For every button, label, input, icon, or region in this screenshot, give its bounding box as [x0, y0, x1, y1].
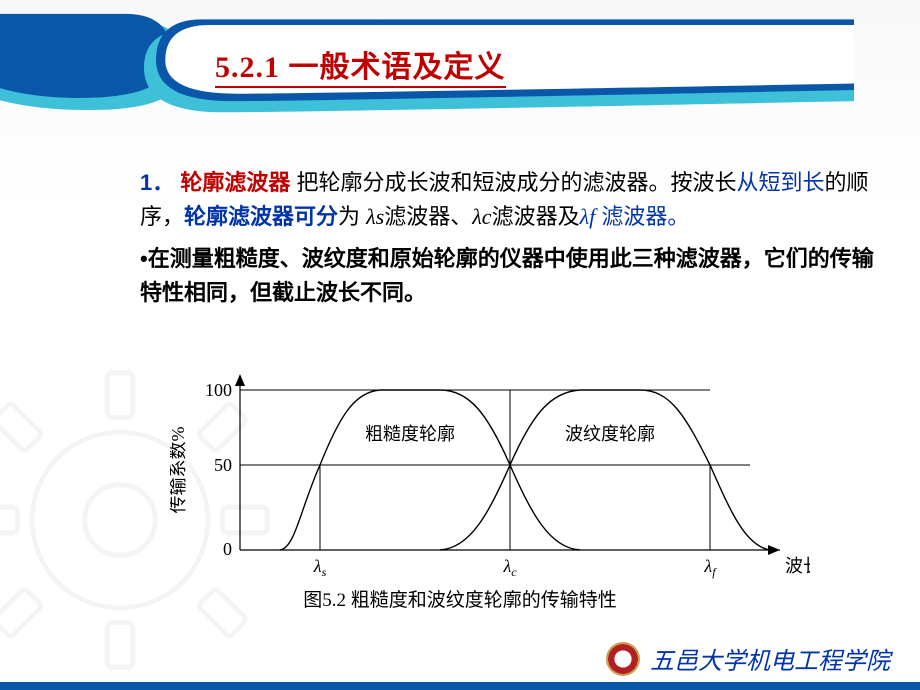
paragraph-2: •在测量粗糙度、波纹度和原始轮廓的仪器中使用此三种滤波器，它们的传输特性相同，但…: [140, 242, 890, 310]
p1-num: 1．: [140, 170, 174, 195]
chart-caption: 图5.2 粗糙度和波纹度轮廓的传输特性: [0, 585, 920, 612]
lambda-s: λs: [366, 204, 384, 229]
p2-text: 在测量粗糙度、波纹度和原始轮廓的仪器中使用此三种滤波器，它们的传输特性相同，但截…: [140, 246, 874, 305]
p1-blue1: 从短到长: [737, 170, 825, 195]
region-waviness: 波纹度轮廓: [565, 424, 655, 444]
paragraph-1: 1． 轮廓滤波器 把轮廓分成长波和短波成分的滤波器。按波长从短到长的顺序，轮廓滤…: [140, 166, 890, 234]
y-arrow: [235, 374, 245, 386]
xlabel-lf: λf: [703, 556, 717, 579]
ytick-0: 0: [223, 539, 232, 559]
slide-title-text: 5.2.1 一般术语及定义: [215, 51, 506, 88]
p2-bullet: •: [140, 246, 148, 271]
slide-content: 1． 轮廓滤波器 把轮廓分成长波和短波成分的滤波器。按波长从短到长的顺序，轮廓滤…: [140, 166, 890, 310]
p1-t4: 滤波器、: [384, 204, 472, 229]
slide-title: 5.2.1 一般术语及定义: [215, 42, 506, 86]
lambda-f: λf: [580, 204, 596, 229]
transmission-chart: 传输系数% 0 50 100 λs: [170, 370, 810, 585]
xlabel-lc: λc: [502, 556, 517, 579]
university-logo-icon: [606, 642, 640, 676]
lambda-c: λc: [472, 204, 491, 229]
p1-t5: 滤波器及: [492, 204, 580, 229]
p1-t1: 把轮廓分成长波和短波成分的滤波器。按波长: [297, 170, 737, 195]
p1-blue2: 轮廓滤波器可分: [184, 204, 338, 229]
chart-ylabel: 传输系数%: [170, 427, 188, 514]
chart-xlabel: 波长: [785, 556, 810, 576]
footer-university: 五邑大学机电工程学院: [606, 641, 890, 676]
p1-term: 轮廓滤波器: [180, 170, 290, 195]
footer-bar: [0, 682, 920, 690]
ytick-50: 50: [214, 455, 232, 475]
curve-roughness: [280, 390, 580, 550]
p1-t6: 滤波器。: [595, 204, 689, 229]
slide: 5.2.1 一般术语及定义 1． 轮廓滤波器 把轮廓分成长波和短波成分的滤波器。…: [0, 0, 920, 690]
xlabel-ls: λs: [313, 556, 327, 579]
footer-university-text: 五邑大学机电工程学院: [650, 641, 890, 676]
region-roughness: 粗糙度轮廓: [365, 424, 455, 444]
chart-svg: 传输系数% 0 50 100 λs: [170, 370, 810, 580]
ytick-100: 100: [205, 380, 232, 400]
curve-waviness: [440, 390, 770, 550]
p1-t3: 为: [338, 204, 366, 229]
